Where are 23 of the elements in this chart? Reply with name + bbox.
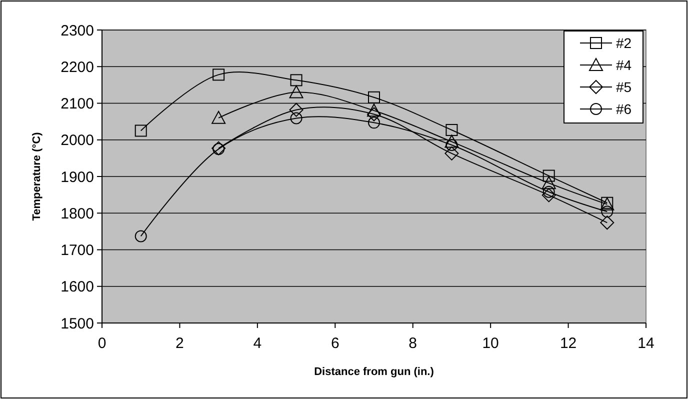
- x-tick-label: 4: [253, 335, 262, 352]
- x-tick-label: 10: [482, 335, 499, 352]
- x-tick-label: 8: [408, 335, 418, 352]
- y-tick-label: 1600: [60, 278, 94, 296]
- y-tick-label: 2300: [60, 22, 94, 40]
- x-axis-title: Distance from gun (in.): [314, 366, 434, 378]
- y-tick-label: 1800: [60, 205, 94, 222]
- legend-label: #5: [616, 78, 632, 95]
- x-tick-label: 0: [98, 335, 106, 352]
- legend-label: #2: [616, 34, 632, 51]
- y-tick-label: 2100: [60, 96, 94, 112]
- x-tick-label: 12: [560, 335, 577, 352]
- y-tick-label: 1900: [60, 168, 94, 186]
- y-tick-label: 1500: [60, 315, 94, 332]
- y-tick-label: 2000: [60, 132, 94, 150]
- y-tick-label: 2200: [60, 58, 94, 76]
- y-tick-label: 1700: [60, 242, 94, 259]
- y-axis-title: Temperature (°C): [31, 132, 43, 221]
- x-tick-label: 6: [330, 335, 340, 352]
- x-tick-label: 2: [176, 335, 184, 352]
- legend-label: #4: [616, 56, 632, 73]
- legend-label: #6: [616, 100, 632, 117]
- x-tick-label: 14: [638, 335, 654, 352]
